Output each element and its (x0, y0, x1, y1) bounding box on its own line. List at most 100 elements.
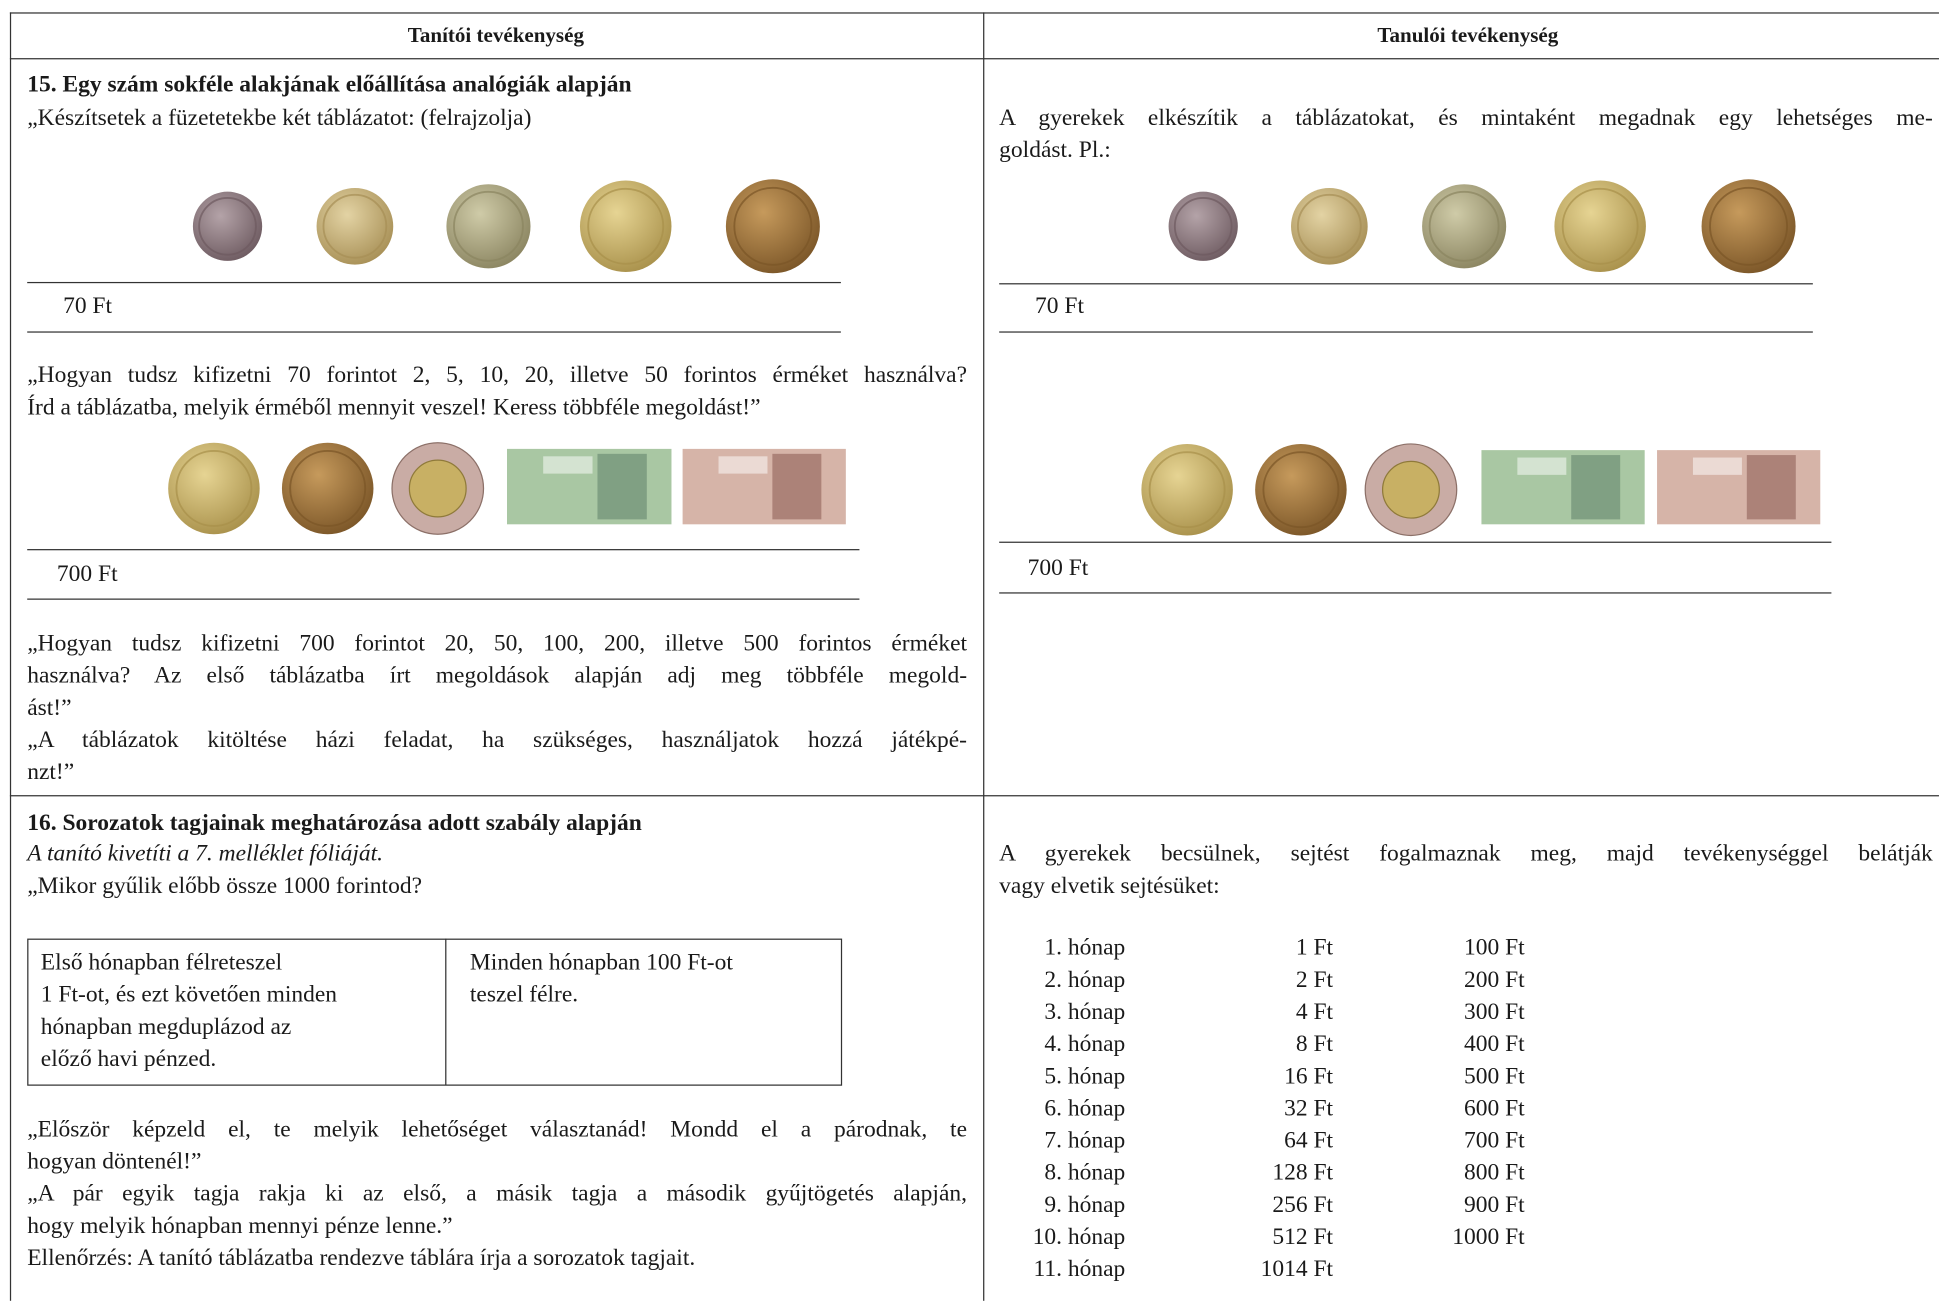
table-cell: 11. hónap (1033, 1256, 1126, 1283)
text: „Hogyan tudsz kifizetni 700 forintot 20,… (27, 630, 968, 657)
table-cell: 1. hónap (1044, 934, 1126, 961)
table-cell: 2. hónap (1044, 967, 1126, 993)
amount-label: 70 Ft (1035, 293, 1085, 320)
table-cell: 800 Ft (1463, 1159, 1525, 1186)
rule (9, 795, 1939, 797)
rule (9, 58, 1939, 60)
rule (27, 331, 841, 333)
text: hogyan döntenél!” (27, 1148, 202, 1175)
table-cell: 1014 Ft (1260, 1256, 1334, 1283)
text: „A pár egyik tagja rakja ki az első, a m… (27, 1180, 968, 1207)
table-cell: 3. hónap (1044, 999, 1126, 1026)
coin-image (168, 442, 260, 535)
coin-image (725, 179, 820, 274)
table-cell: 16 Ft (1284, 1063, 1334, 1090)
table-cell: 2 Ft (1295, 967, 1334, 993)
text: „Mikor gyűlik előbb össze 1000 forintod? (27, 873, 423, 900)
banknote-image (1481, 450, 1645, 525)
banknote-image (507, 448, 672, 525)
box-text: előző havi pénzed. (40, 1046, 217, 1073)
box-text: teszel félre. (469, 981, 579, 1008)
table-cell: 10. hónap (1032, 1224, 1126, 1251)
table-cell: 4 Ft (1295, 999, 1334, 1026)
amount-label: 70 Ft (63, 293, 113, 320)
box-text: Minden hónapban 100 Ft-ot (469, 949, 733, 976)
text: vagy elvetik sejtésüket: (999, 873, 1220, 900)
coin-image (391, 442, 485, 535)
banknote-image (682, 448, 846, 525)
text: „A táblázatok kitöltése házi feladat, ha… (27, 727, 968, 754)
table-cell: 32 Ft (1284, 1095, 1334, 1122)
column-header: Tanulói tevékenység (1377, 23, 1559, 47)
amount-label: 700 Ft (56, 561, 118, 588)
coin-image (1141, 443, 1233, 536)
table-cell: 1000 Ft (1452, 1224, 1525, 1251)
table-cell: 7. hónap (1044, 1127, 1126, 1154)
section-title: 15. Egy szám sokféle alakjának előállítá… (27, 71, 632, 98)
coin-image (316, 187, 394, 265)
text: hogy melyik hónapban mennyi pénze lenne.… (27, 1213, 453, 1240)
text: „Először képzeld el, te melyik lehetőség… (27, 1116, 968, 1143)
table-cell: 600 Ft (1463, 1095, 1525, 1122)
table-cell: 1 Ft (1295, 934, 1334, 961)
rule (9, 12, 1939, 14)
table-cell: 300 Ft (1463, 999, 1525, 1026)
coin-image (1291, 187, 1368, 265)
text: „Hogyan tudsz kifizetni 70 forintot 2, 5… (27, 362, 968, 389)
rule (999, 592, 1832, 594)
rule (999, 541, 1832, 543)
text: nzt!” (27, 759, 75, 786)
text: Ellenőrzés: A tanító táblázatba rendezve… (27, 1245, 696, 1272)
rule (983, 12, 985, 1301)
coin-image (281, 442, 374, 535)
rule (999, 283, 1813, 285)
table-cell: 500 Ft (1463, 1063, 1525, 1090)
section-title: 16. Sorozatok tagjainak meghatározása ad… (27, 809, 642, 836)
rule (27, 549, 860, 551)
box-text: Első hónapban félreteszel (40, 949, 283, 976)
table-cell: 5. hónap (1044, 1063, 1126, 1090)
text: Írd a táblázatba, melyik érméből mennyit… (27, 394, 761, 421)
banknote-image (1657, 450, 1821, 525)
table-cell: 256 Ft (1272, 1192, 1334, 1219)
table-cell: 400 Ft (1463, 1031, 1525, 1058)
table-cell: 700 Ft (1463, 1127, 1525, 1154)
table-cell: 8. hónap (1044, 1159, 1126, 1186)
box-text: 1 Ft-ot, és ezt követően minden (40, 981, 338, 1008)
text: „Készítsetek a füzetetekbe két táblázato… (27, 105, 532, 132)
table-cell: 64 Ft (1284, 1127, 1334, 1154)
table-cell: 9. hónap (1044, 1192, 1126, 1219)
table-cell: 200 Ft (1463, 967, 1525, 993)
coin-image (1422, 184, 1507, 269)
table-cell: 4. hónap (1044, 1031, 1126, 1058)
rule (27, 598, 860, 600)
text: goldást. Pl.: (999, 137, 1111, 164)
coin-image (1168, 191, 1238, 261)
column-header: Tanítói tevékenység (407, 23, 584, 47)
table-cell: 6. hónap (1044, 1095, 1126, 1122)
coin-image (1701, 179, 1796, 274)
text: használva? Az első táblázatba írt megold… (27, 662, 968, 689)
coin-image (1364, 443, 1458, 537)
text: ást!” (27, 694, 72, 721)
text: A gyerekek elkészítik a táblázatokat, és… (999, 105, 1933, 132)
table-cell: 8 Ft (1295, 1031, 1334, 1058)
rule (27, 281, 841, 284)
rule (9, 12, 12, 1301)
amount-label: 700 Ft (1027, 555, 1089, 582)
rule (445, 938, 447, 1085)
table-cell: 128 Ft (1272, 1159, 1334, 1186)
coin-image (1554, 180, 1646, 273)
coin-image (1255, 443, 1347, 536)
table-cell: 900 Ft (1463, 1192, 1525, 1219)
rule (999, 331, 1813, 333)
coin-image (446, 184, 531, 269)
coin-image (192, 191, 263, 261)
text: A tanító kivetíti a 7. melléklet fóliájá… (27, 840, 384, 867)
table-cell: 100 Ft (1463, 934, 1525, 961)
box-text: hónapban megduplázod az (40, 1014, 292, 1040)
table-cell: 512 Ft (1272, 1224, 1334, 1251)
option-box (27, 938, 843, 1086)
text: A gyerekek becsülnek, sejtést fogalmazna… (999, 840, 1933, 867)
